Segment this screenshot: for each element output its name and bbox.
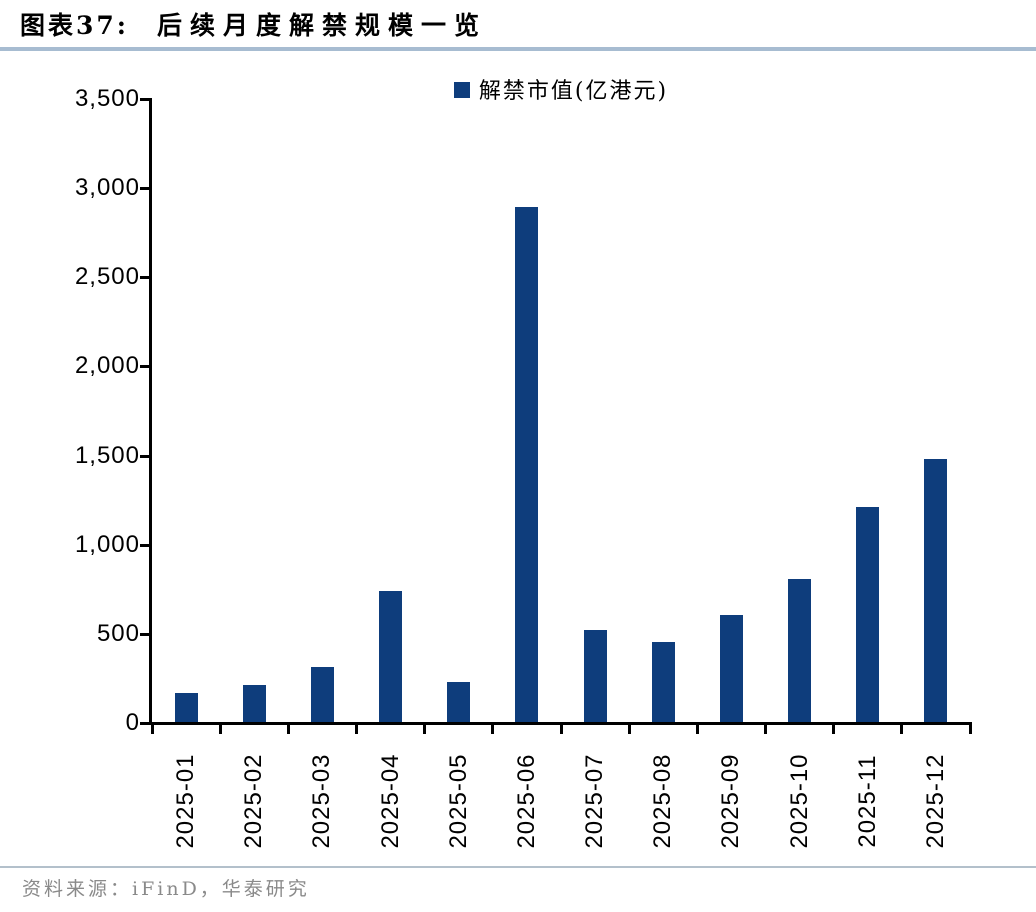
y-axis-tick-label: 1,500: [74, 441, 140, 469]
bar-2025-12: [924, 459, 948, 722]
x-axis-tick: [832, 722, 836, 734]
x-axis-label-2025-08: 2025-08: [649, 753, 677, 849]
x-axis-tick: [491, 722, 495, 734]
x-axis-label-2025-06: 2025-06: [512, 753, 540, 849]
x-axis-tick: [423, 722, 427, 734]
y-axis-tick: [140, 187, 150, 191]
y-axis-tick: [140, 365, 150, 369]
x-axis-tick: [150, 722, 154, 734]
x-axis-tick: [764, 722, 767, 734]
x-axis-tick: [218, 722, 222, 734]
y-axis-tick: [140, 454, 150, 458]
x-axis-tick: [286, 722, 290, 734]
x-axis-tick: [695, 722, 699, 734]
x-axis-label-2025-11: 2025-11: [853, 754, 881, 848]
x-axis-label-2025-10: 2025-10: [785, 753, 813, 849]
legend-label: 解禁市值(亿港元): [478, 79, 669, 104]
y-axis-tick-label: 500: [96, 619, 140, 647]
filled-square-icon: [453, 82, 470, 98]
y-axis-tick-label: 0: [125, 709, 140, 736]
x-axis-label-2025-12: 2025-12: [921, 753, 949, 849]
y-axis-tick: [140, 543, 150, 547]
bar-2025-06: [515, 206, 539, 722]
x-axis-label-2025-05: 2025-05: [444, 753, 472, 849]
bar-2025-10: [788, 579, 812, 722]
bar-2025-07: [583, 630, 607, 722]
x-axis-tick: [968, 722, 972, 734]
bar-2025-09: [719, 615, 743, 722]
y-axis-tick-label: 1,000: [74, 530, 140, 558]
bar-2025-11: [856, 507, 880, 722]
figure-label: 图表37:: [20, 11, 130, 40]
x-axis-label-2025-09: 2025-09: [717, 753, 745, 849]
y-axis-tick: [140, 722, 150, 725]
y-axis-tick-label: 3,500: [74, 85, 140, 112]
x-axis-tick: [559, 722, 563, 734]
title-divider: [0, 47, 1036, 51]
y-axis-tick-label: 3,000: [74, 174, 140, 202]
source-note: 资料来源：iFinD，华泰研究: [22, 878, 310, 900]
y-axis-tick: [140, 98, 150, 101]
figure-header: 图表37: 后续月度解禁规模一览: [20, 8, 1020, 44]
figure-title: 后续月度解禁规模一览: [157, 11, 488, 40]
x-axis-tick: [900, 722, 904, 734]
x-axis-tick: [355, 722, 358, 734]
x-axis-label-2025-02: 2025-02: [240, 753, 268, 849]
x-axis-label-2025-04: 2025-04: [376, 753, 404, 849]
bar-2025-03: [310, 666, 334, 722]
x-axis-label-2025-01: 2025-01: [172, 753, 200, 849]
y-axis-tick: [140, 276, 150, 280]
x-axis-label-2025-03: 2025-03: [308, 753, 336, 849]
bar-2025-02: [242, 685, 266, 722]
chart-legend: 解禁市值(亿港元): [152, 74, 970, 104]
x-axis-label-2025-07: 2025-07: [581, 753, 609, 849]
bar-2025-04: [379, 590, 403, 722]
y-axis-line: [149, 98, 152, 725]
y-axis-tick-label: 2,500: [74, 263, 140, 291]
footer-divider: [0, 866, 1036, 868]
bar-2025-05: [447, 681, 471, 722]
bar-2025-08: [651, 641, 675, 722]
bar-2025-01: [174, 693, 198, 722]
y-axis-tick-label: 2,000: [74, 352, 140, 380]
x-axis-tick: [627, 722, 631, 734]
y-axis-tick: [140, 632, 150, 636]
